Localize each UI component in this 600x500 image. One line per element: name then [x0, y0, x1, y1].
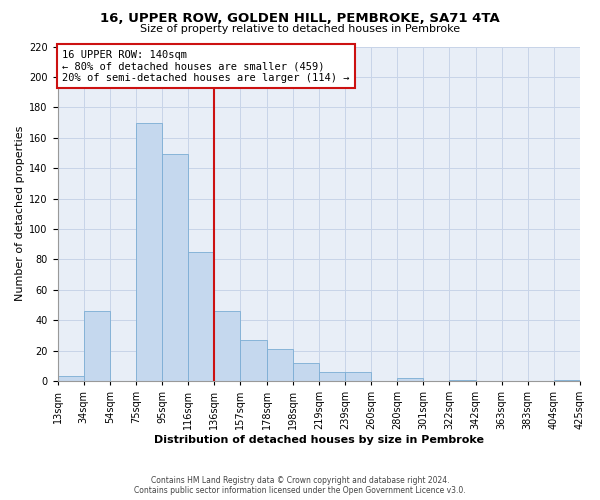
Bar — [241, 340, 266, 381]
Text: Size of property relative to detached houses in Pembroke: Size of property relative to detached ho… — [140, 24, 460, 34]
Text: 16, UPPER ROW, GOLDEN HILL, PEMBROKE, SA71 4TA: 16, UPPER ROW, GOLDEN HILL, PEMBROKE, SA… — [100, 12, 500, 26]
Bar — [266, 349, 293, 381]
X-axis label: Distribution of detached houses by size in Pembroke: Distribution of detached houses by size … — [154, 435, 484, 445]
Bar — [319, 372, 345, 381]
Bar — [293, 363, 319, 381]
Bar — [449, 380, 476, 381]
Bar — [397, 378, 423, 381]
Bar — [214, 311, 241, 381]
Y-axis label: Number of detached properties: Number of detached properties — [15, 126, 25, 302]
Bar — [162, 154, 188, 381]
Bar — [188, 252, 214, 381]
Bar — [58, 376, 83, 381]
Bar — [554, 380, 580, 381]
Text: Contains HM Land Registry data © Crown copyright and database right 2024.
Contai: Contains HM Land Registry data © Crown c… — [134, 476, 466, 495]
Text: 16 UPPER ROW: 140sqm
← 80% of detached houses are smaller (459)
20% of semi-deta: 16 UPPER ROW: 140sqm ← 80% of detached h… — [62, 50, 350, 82]
Bar — [136, 122, 162, 381]
Bar — [83, 311, 110, 381]
Bar — [345, 372, 371, 381]
